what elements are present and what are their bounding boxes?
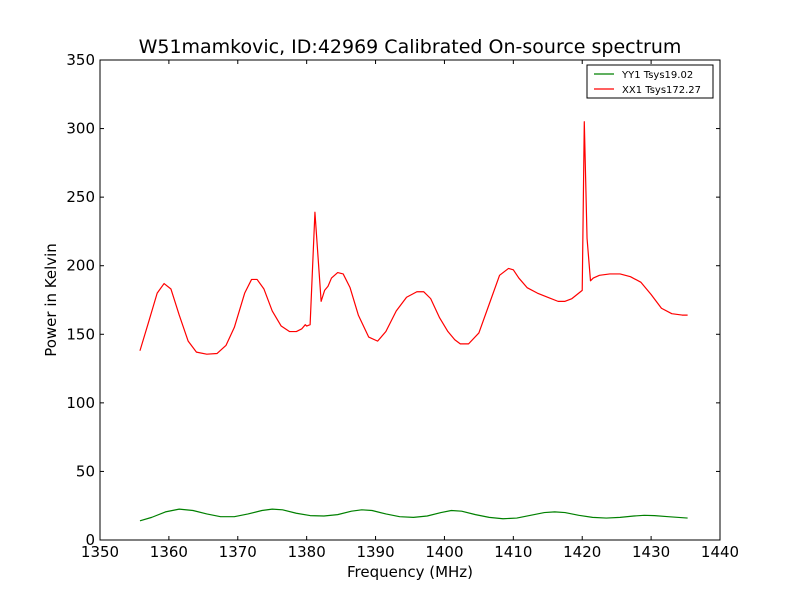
y-tick-label: 200 <box>66 257 95 275</box>
y-tick-label: 100 <box>66 394 95 412</box>
legend-label-yy1: YY1 Tsys19.02 <box>621 70 693 81</box>
x-tick-label: 1440 <box>701 543 739 561</box>
y-axis-label: Power in Kelvin <box>42 243 60 357</box>
plot-frame <box>99 59 721 541</box>
legend-label-xx1: XX1 Tsys172.27 <box>622 85 701 96</box>
series-line-yy1 <box>139 508 688 522</box>
x-tick-label: 1370 <box>219 543 257 561</box>
x-tick-label: 1410 <box>494 543 532 561</box>
y-tick-label: 0 <box>85 531 95 549</box>
x-tick-label: 1430 <box>632 543 670 561</box>
y-tick-label: 350 <box>66 51 95 69</box>
chart-title: W51mamkovic, ID:42969 Calibrated On-sour… <box>139 36 682 58</box>
y-tick-label: 250 <box>66 188 95 206</box>
plot-area <box>139 121 688 522</box>
y-tick-label: 300 <box>66 120 95 138</box>
x-tick-label: 1420 <box>563 543 601 561</box>
x-tick-label: 1360 <box>150 543 188 561</box>
legend-box <box>586 64 714 99</box>
axis-tick-labels: 1350 1360 1370 1380 1390 1400 1410 1420 1430 1440… <box>66 51 739 561</box>
x-tick-label: 1390 <box>356 543 394 561</box>
x-tick-label: 1380 <box>288 543 326 561</box>
x-axis-label: Frequency (MHz) <box>347 563 473 581</box>
series-lines <box>139 121 688 522</box>
y-tick-label: 50 <box>76 462 95 480</box>
legend: YY1 Tsys19.02 XX1 Tsys172.27 <box>586 64 714 99</box>
x-tick-label: 1400 <box>425 543 463 561</box>
x-tick-label: 1350 <box>81 543 119 561</box>
series-line-xx1 <box>139 121 688 355</box>
y-tick-label: 150 <box>66 325 95 343</box>
axis-ticks <box>99 59 721 541</box>
